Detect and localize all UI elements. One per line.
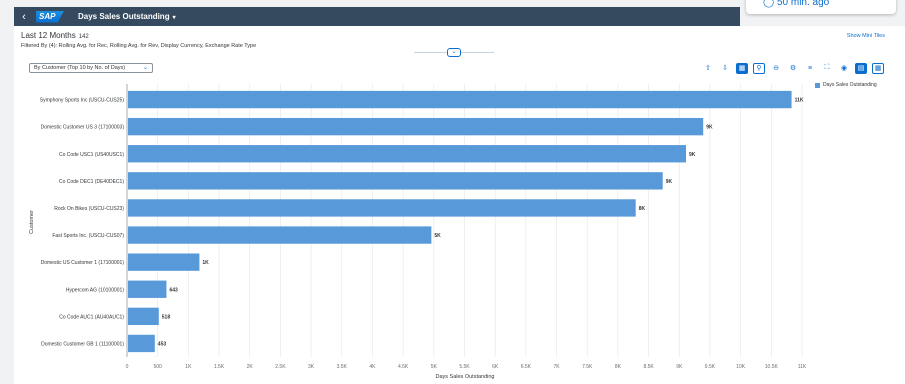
x-tick-label: 7K bbox=[553, 364, 560, 370]
x-axis-title: Days Sales Outstanding bbox=[435, 374, 494, 380]
collapse-header-icon[interactable]: ⌄ bbox=[447, 48, 461, 57]
x-tick-label: 500 bbox=[154, 364, 163, 370]
bar[interactable] bbox=[128, 334, 155, 353]
x-tick-label: 11K bbox=[798, 364, 807, 370]
legend-swatch bbox=[815, 82, 820, 88]
category-label: Domestic Customer US 3 (17100003) bbox=[41, 125, 125, 131]
x-tick-label: 9K bbox=[676, 364, 683, 370]
show-mini-tiles-link[interactable]: Show Mini Tiles bbox=[846, 33, 885, 39]
app-title[interactable]: Days Sales Outstanding ▾ bbox=[78, 12, 176, 21]
x-tick-label: 5.5K bbox=[459, 364, 470, 370]
category-label: Domestic US Customer 1 (17100001) bbox=[41, 260, 125, 266]
bar-chart: 11K 9K 9K 9K 8K 5K 1K 643 518 453 Symphony Sports… bbox=[29, 84, 807, 380]
settings-icon[interactable]: ⚙ bbox=[789, 65, 797, 72]
fullscreen-icon[interactable]: ⛶ bbox=[824, 64, 830, 71]
bar[interactable] bbox=[128, 280, 167, 298]
x-tick-label: 10K bbox=[736, 364, 746, 370]
view-select-value: By Customer (Top 10 by No. of Days) bbox=[34, 65, 126, 71]
page-title: Last 12 Months 142 bbox=[21, 31, 89, 40]
page-title-text: Last 12 Months bbox=[21, 31, 76, 40]
x-tick-label: 3K bbox=[308, 364, 315, 370]
category-label: Co Code DEC1 (DE40DEC1) bbox=[59, 179, 124, 185]
sort-ascending-icon[interactable]: ⇧ bbox=[705, 65, 711, 72]
refresh-tile[interactable]: ◯ 50 min. ago bbox=[746, 0, 896, 14]
shell-bar: ‹ SAP Days Sales Outstanding ▾ bbox=[14, 7, 740, 26]
data-label: 518 bbox=[162, 314, 171, 320]
chevron-down-icon: ▾ bbox=[172, 15, 176, 21]
data-label: 9K bbox=[666, 179, 673, 185]
y-axis-title: Customer bbox=[29, 210, 35, 234]
zoom-search-icon[interactable]: ⚲ bbox=[753, 62, 765, 74]
category-label: Hypercom AG (10100001) bbox=[66, 287, 124, 293]
app-title-text: Days Sales Outstanding bbox=[78, 12, 170, 21]
legend-label: Days Sales Outstanding bbox=[823, 82, 877, 88]
x-tick-label: 1.5K bbox=[214, 364, 225, 370]
bar[interactable] bbox=[128, 226, 432, 244]
chart-legend: Days Sales Outstanding bbox=[815, 82, 877, 88]
bar[interactable] bbox=[128, 145, 687, 163]
x-tick-label: 6K bbox=[492, 364, 499, 370]
data-label: 8K bbox=[639, 206, 646, 212]
category-label: Fast Sports Inc. (USCU-CUS07) bbox=[52, 233, 124, 239]
x-tick-label: 4.5K bbox=[398, 364, 409, 370]
x-tick-label: 0 bbox=[126, 364, 129, 370]
chart-mode-icon[interactable]: ▦ bbox=[736, 62, 748, 74]
category-label: Symphony Sports Inc (USCU-CUS25) bbox=[40, 98, 125, 104]
data-label: 9K bbox=[689, 152, 696, 158]
bar[interactable] bbox=[128, 90, 792, 109]
x-tick-label: 2K bbox=[247, 364, 254, 370]
category-label: Domestic Customer GB 1 (11100001) bbox=[41, 341, 124, 347]
data-label: 453 bbox=[158, 341, 167, 347]
data-label: 9K bbox=[706, 125, 713, 131]
zoom-out-icon[interactable]: ⊖ bbox=[773, 65, 779, 72]
personalize-icon[interactable]: ◉ bbox=[840, 65, 848, 72]
x-tick-label: 6.5K bbox=[521, 364, 532, 370]
chart-toolbar: ⇧ ⇩ ▦ ⚲ ⊖ ⚙ ≡ ⛶ ◉ ▤ ▦ bbox=[702, 62, 889, 74]
x-tick-label: 9.5K bbox=[705, 364, 716, 370]
view-select[interactable]: By Customer (Top 10 by No. of Days) ⌄ bbox=[29, 63, 153, 73]
legend-icon[interactable]: ≡ bbox=[807, 64, 813, 72]
bar[interactable] bbox=[128, 172, 663, 190]
data-label: 1K bbox=[202, 260, 209, 266]
category-label: Co Code USC1 (US40USC1) bbox=[59, 152, 124, 158]
dropdown-icon: ⌄ bbox=[142, 65, 148, 71]
bar[interactable] bbox=[128, 253, 200, 271]
page-count: 142 bbox=[78, 34, 89, 40]
sap-logo[interactable]: SAP bbox=[36, 10, 64, 23]
x-tick-label: 2.5K bbox=[275, 364, 286, 370]
chart-view-icon[interactable]: ▤ bbox=[855, 62, 867, 74]
x-tick-label: 3.5K bbox=[337, 364, 348, 370]
category-label: Co Code AUC1 (AU40AUC1) bbox=[59, 314, 124, 320]
bar[interactable] bbox=[128, 307, 159, 326]
refresh-time: ◯ 50 min. ago bbox=[763, 0, 830, 8]
filter-summary[interactable]: Filtered By (4): Rolling Avg. for Rec, R… bbox=[21, 43, 257, 49]
back-arrow-icon[interactable]: ‹ bbox=[22, 10, 26, 23]
category-label: Rock On Bikes (USCU-CUS23) bbox=[54, 206, 124, 212]
page: Last 12 Months 142 Filtered By (4): Rolli… bbox=[14, 26, 905, 384]
page-header: Last 12 Months 142 Filtered By (4): Rolli… bbox=[14, 26, 905, 52]
x-tick-label: 1K bbox=[185, 364, 192, 370]
data-label: 5K bbox=[434, 233, 441, 239]
bar[interactable] bbox=[128, 199, 636, 217]
data-label: 643 bbox=[169, 287, 178, 293]
x-tick-label: 4K bbox=[369, 364, 376, 370]
x-tick-label: 10.5K bbox=[765, 364, 779, 370]
data-label: 11K bbox=[795, 98, 804, 104]
x-tick-label: 8.5K bbox=[643, 364, 654, 370]
table-view-icon[interactable]: ▦ bbox=[872, 62, 884, 74]
x-tick-label: 8K bbox=[615, 364, 622, 370]
x-tick-label: 7.5K bbox=[582, 364, 593, 370]
x-tick-label: 5K bbox=[431, 364, 438, 370]
bar[interactable] bbox=[128, 117, 704, 136]
sort-descending-icon[interactable]: ⇩ bbox=[722, 65, 728, 72]
